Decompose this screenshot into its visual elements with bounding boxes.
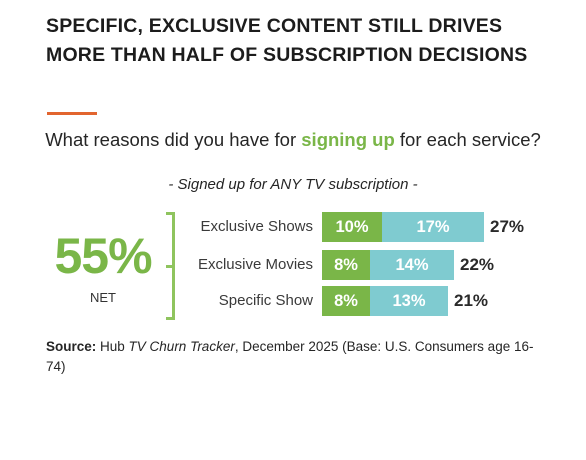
headline-accent-rule <box>47 112 97 115</box>
category-label: Exclusive Shows <box>200 218 313 235</box>
brace-bottom-tick <box>166 317 175 320</box>
chart-row: Exclusive Movies 8% 14% 22% <box>0 250 586 280</box>
bar-segment-exclusive: 8% <box>322 286 370 316</box>
question-highlight: signing up <box>301 129 395 150</box>
bar-segment-exclusive: 8% <box>322 250 370 280</box>
bar-total-label: 27% <box>490 217 525 236</box>
chart-row: Exclusive Shows 10% 17% 27% <box>0 212 586 242</box>
bar-total-label: 21% <box>454 291 489 310</box>
category-label: Specific Show <box>218 292 313 309</box>
bar-segment-specific: 13% <box>370 286 448 316</box>
brace-middle-tick <box>166 265 175 268</box>
question-text-start: What reasons did you have for <box>45 129 302 150</box>
source-text-start: Hub <box>96 339 129 354</box>
source-publication: TV Churn Tracker <box>128 339 235 354</box>
source-label: Source: <box>46 339 97 354</box>
bar-total-label: 22% <box>460 255 495 274</box>
bar-segment-specific: 17% <box>382 212 484 242</box>
brace-top-tick <box>166 212 175 215</box>
question-text: What reasons did you have for signing up… <box>40 129 546 151</box>
source-note: Source: Hub TV Churn Tracker, December 2… <box>46 337 536 377</box>
headline: SPECIFIC, EXCLUSIVE CONTENT STILL DRIVES… <box>46 15 528 66</box>
chart-row: Specific Show 8% 13% 21% <box>0 286 586 316</box>
question-subtitle: - Signed up for ANY TV subscription - <box>168 176 418 193</box>
category-label: Exclusive Movies <box>197 256 313 273</box>
net-label: NET <box>90 290 116 305</box>
bar-segment-exclusive: 10% <box>322 212 382 242</box>
bar-segment-specific: 14% <box>370 250 454 280</box>
source-text-end: , December 2025 (Base: U.S. Consumers ag… <box>46 339 534 374</box>
question-text-end: for each service? <box>394 129 541 150</box>
net-value: 55% <box>54 228 152 284</box>
